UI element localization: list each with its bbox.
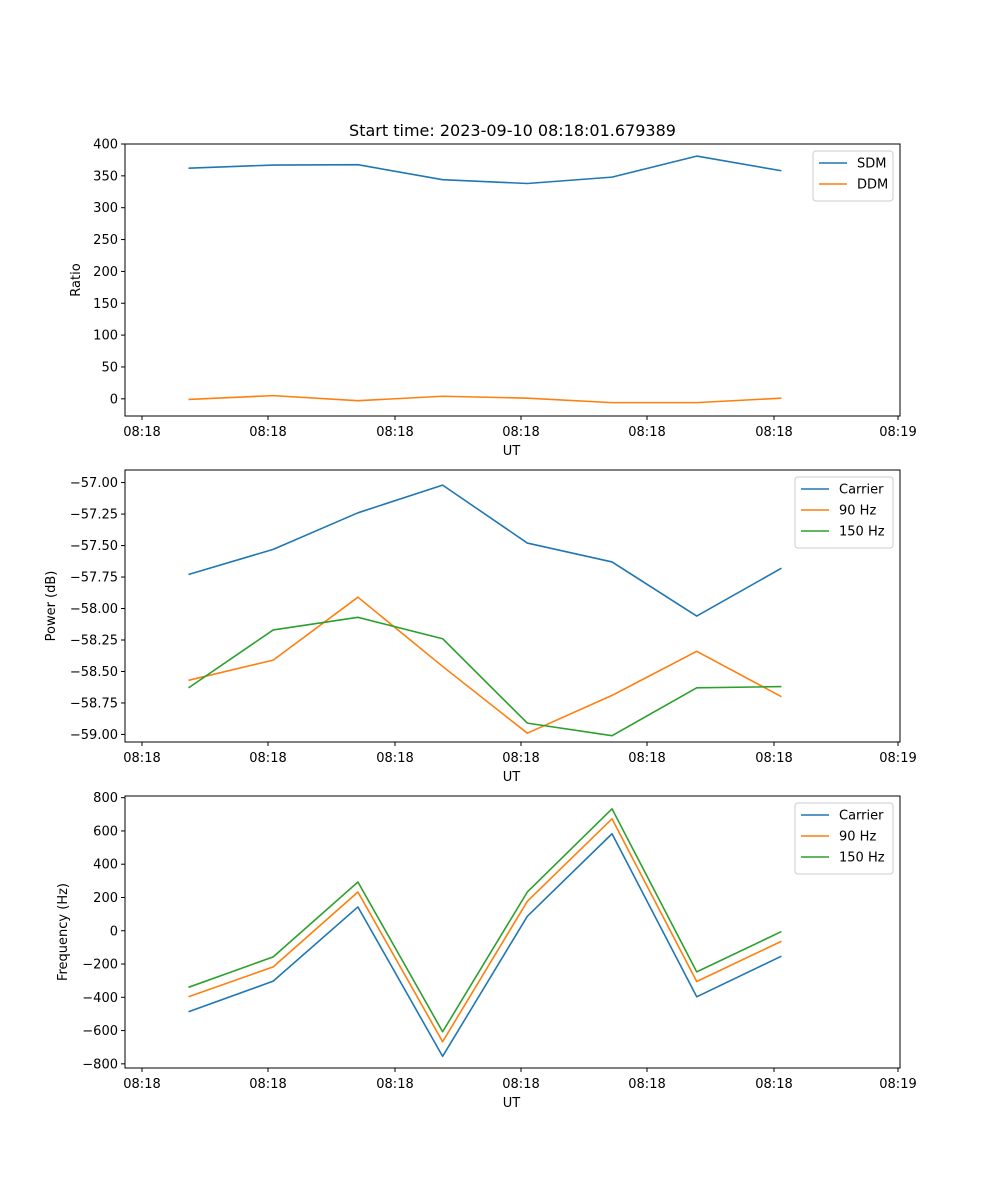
x-tick-label: 08:18 [123,751,160,766]
axes-frame [124,143,901,417]
legend: SDM DDM [812,150,894,202]
y-tick-label: 200 [93,265,118,280]
y-tick-label: 300 [93,201,118,216]
x-tick-label: 08:18 [502,425,539,440]
x-tick-label: 08:18 [249,425,286,440]
y-tick-label: −57.25 [70,508,118,523]
series-line-150-hz [188,808,782,1033]
legend-label: Carrier [839,809,884,824]
x-tick-label: 08:19 [879,751,916,766]
chart-panel-1: 0 50 100 150 200 250 300 350 400 08:18 08:18 08:18 0… [69,138,917,460]
x-tick-label: 08:18 [755,1077,792,1092]
y-tick-label: −58.00 [70,602,118,617]
x-tick-label: 08:18 [755,425,792,440]
y-tick-label: 350 [93,169,118,184]
y-tick-label: −57.50 [70,539,118,554]
series-line-90-hz [188,817,782,1043]
x-axis-label: UT [503,1096,521,1111]
legend-label: 90 Hz [839,504,876,519]
legend-label: SDM [857,157,886,172]
x-tick-label: 08:18 [502,751,539,766]
series-line-carrier [188,832,782,1058]
y-axis-label: Ratio [69,263,84,296]
x-tick-label: 08:18 [628,1077,665,1092]
y-tick-label: 50 [101,360,118,375]
y-tick-label: 0 [110,924,118,939]
figure-title: Start time: 2023-09-10 08:18:01.679389 [349,121,676,140]
series-line-sdm [188,155,782,185]
chart-panel-3: −800 −600 −400 −200 0 200 400 600 800 08:18 08:18 0… [56,791,917,1111]
x-tick-label: 08:18 [249,1077,286,1092]
legend-label: 150 Hz [839,851,885,866]
y-tick-label: 250 [93,233,118,248]
series-line-150-hz [188,616,782,737]
chart-panel-2: −59.00 −58.75 −58.50 −58.25 −58.00 −57.75 −57.… [44,469,917,785]
y-tick-label: 200 [93,891,118,906]
legend: Carrier 90 Hz 150 Hz [794,476,894,549]
y-tick-label: 400 [93,858,118,873]
y-tick-label: 150 [93,297,118,312]
x-tick-label: 08:18 [376,751,413,766]
x-tick-label: 08:18 [376,1077,413,1092]
series-line-90-hz [188,596,782,734]
y-tick-label: −600 [82,1024,118,1039]
legend-label: Carrier [839,483,884,498]
y-tick-label: −57.00 [70,476,118,491]
y-tick-label: 600 [93,824,118,839]
legend-label: DDM [857,178,888,193]
y-tick-label: −58.25 [70,634,118,649]
x-tick-label: 08:18 [123,1077,160,1092]
y-axis-label: Power (dB) [44,571,59,642]
y-tick-label: −800 [82,1057,118,1072]
y-tick-label: 100 [93,329,118,344]
x-tick-label: 08:18 [376,425,413,440]
x-tick-label: 08:18 [628,425,665,440]
x-axis-label: UT [503,770,521,785]
y-tick-label: −59.00 [70,728,118,743]
x-tick-label: 08:18 [755,751,792,766]
x-axis-label: UT [503,444,521,459]
series-line-ddm [188,394,782,404]
x-tick-label: 08:18 [502,1077,539,1092]
y-tick-label: −200 [82,958,118,973]
axes-frame [124,795,901,1069]
y-tick-label: 0 [110,392,118,407]
y-tick-label: −400 [82,991,118,1006]
y-tick-label: 400 [93,138,118,153]
x-tick-label: 08:18 [123,425,160,440]
x-tick-label: 08:18 [628,751,665,766]
y-tick-label: 800 [93,791,118,806]
y-tick-label: −58.50 [70,665,118,680]
series-line-carrier [188,484,782,617]
x-tick-label: 08:18 [249,751,286,766]
legend: Carrier 90 Hz 150 Hz [794,802,894,875]
y-tick-label: −57.75 [70,571,118,586]
y-axis-label: Frequency (Hz) [56,883,71,981]
x-tick-label: 08:19 [879,425,916,440]
x-tick-label: 08:19 [879,1077,916,1092]
y-tick-label: −58.75 [70,696,118,711]
legend-label: 150 Hz [839,525,885,540]
legend-label: 90 Hz [839,830,876,845]
axes-frame [124,469,901,743]
